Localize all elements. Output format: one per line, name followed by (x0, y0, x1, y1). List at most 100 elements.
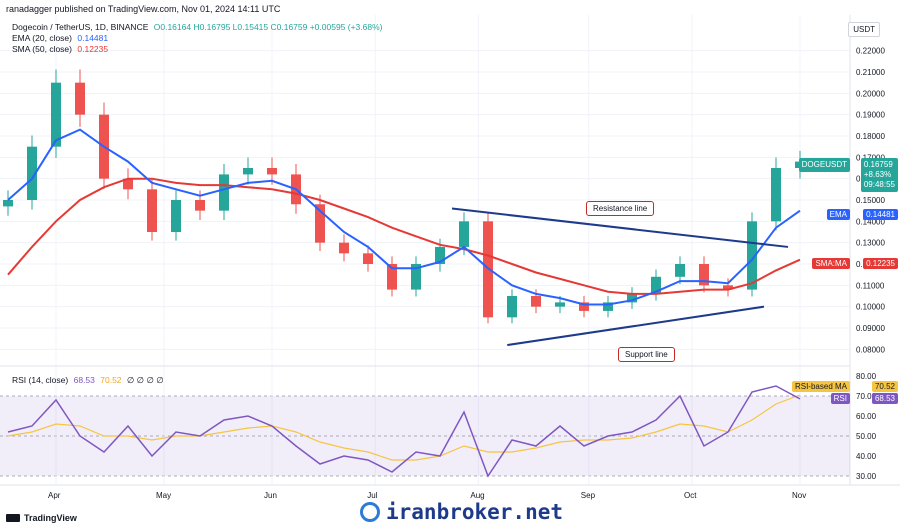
sma-legend-label: SMA (50, close) (12, 44, 72, 54)
rsi-tick-label: 40.00 (856, 452, 877, 461)
price-tick-label: 0.10000 (856, 303, 885, 312)
candle-body (75, 82, 85, 115)
candle-body (723, 285, 733, 290)
trendlines[interactable] (451, 207, 789, 347)
candle-body (675, 264, 685, 277)
price-tick-label: 0.08000 (856, 345, 885, 354)
rsi-tick-label: 60.00 (856, 412, 877, 421)
rsi-tick-label: 80.00 (856, 372, 877, 381)
candle-body (51, 82, 61, 147)
rsi-tag: RSI (830, 393, 850, 404)
candle-body (459, 221, 469, 247)
time-tick-label: Jul (367, 491, 377, 500)
price-tag-countdown: 09:48:55 (863, 180, 895, 189)
support-line (507, 305, 765, 347)
candle-body (147, 189, 157, 232)
candle-body (123, 178, 133, 190)
ema-tag-value: 0.14481 (863, 209, 898, 220)
candle-body (315, 204, 325, 243)
price-tick-label: 0.14000 (856, 217, 885, 226)
candle-body (195, 200, 205, 211)
tradingview-logo[interactable]: TradingView (6, 513, 77, 523)
resistance-line-label[interactable]: Resistance line (586, 201, 655, 216)
candle-body (627, 293, 637, 303)
watermark-text: iranbroker.net (386, 500, 564, 524)
rsi-band (0, 396, 850, 476)
symbol-legend[interactable]: Dogecoin / TetherUS, 1D, BINANCE O0.1616… (12, 22, 383, 32)
candle-body (3, 200, 13, 207)
current-price-box: 0.16759 +8.63% 09:48:55 (860, 158, 898, 192)
candle-body (771, 168, 781, 222)
rsi-line (7, 385, 801, 478)
rsi-ma-line (7, 394, 801, 461)
price-tag-change: +8.63% (863, 170, 892, 179)
support-line-label[interactable]: Support line (618, 347, 675, 362)
current-price-tag: DOGEUSDT (798, 158, 850, 172)
candle-body (747, 221, 757, 290)
watermark: iranbroker.net (360, 500, 563, 524)
candle-body (699, 264, 709, 286)
price-tick-label: 0.18000 (856, 132, 885, 141)
rsi-legend[interactable]: RSI (14, close) 68.53 70.52 ∅ ∅ ∅ ∅ (12, 375, 164, 386)
candle-body (531, 296, 541, 307)
sma-legend[interactable]: SMA (50, close) 0.12235 (12, 44, 108, 54)
sma-legend-value: 0.12235 (77, 44, 109, 54)
candle-body (603, 302, 613, 311)
sma-line (7, 177, 801, 295)
price-tick-label: 0.17000 (856, 153, 885, 162)
tradingview-logo-icon (6, 514, 20, 522)
candle-body (267, 168, 277, 175)
symbol-title: Dogecoin / TetherUS, 1D, BINANCE (12, 22, 149, 32)
price-axis[interactable]: 0.22000 0.21000 0.20000 0.19000 0.18000 0.170… (856, 47, 885, 355)
price-tick-label: 0.09000 (856, 324, 885, 333)
candle-body (579, 302, 589, 311)
time-tick-label: Oct (684, 491, 697, 500)
price-tick-label: 0.13000 (856, 239, 885, 248)
time-tick-label: Nov (792, 491, 806, 500)
price-tick-label: 0.21000 (856, 68, 885, 77)
time-axis[interactable]: Apr May Jun Jul Aug Sep Oct Nov (48, 491, 806, 500)
time-tick-label: May (156, 491, 171, 500)
price-tag-symbol: DOGEUSDT (801, 160, 847, 169)
ema-legend[interactable]: EMA (20, close) 0.14481 (12, 33, 108, 43)
ema-line (7, 128, 801, 306)
rsi-axis[interactable]: 80.00 70.00 60.00 50.00 40.00 30.00 (856, 372, 877, 481)
candle-body (555, 302, 565, 307)
candle-body (363, 253, 373, 264)
sma-tag: SMA:MA (812, 258, 850, 269)
price-tick-label: 0.22000 (856, 47, 885, 56)
rsi-ma-legend-value: 70.52 (100, 375, 122, 385)
rsi-tag-value: 68.53 (871, 393, 898, 404)
time-tick-label: Apr (48, 491, 61, 500)
rsi-tick-label: 30.00 (856, 472, 877, 481)
tradingview-logo-text: TradingView (24, 513, 77, 523)
candle-body (411, 264, 421, 290)
ohlc-values: O0.16164 H0.16795 L0.15415 C0.16759 +0.0… (153, 22, 383, 32)
candle-body (27, 146, 37, 200)
ema-tag: EMA (826, 209, 850, 220)
candle-body (507, 296, 517, 318)
time-tick-label: Jun (264, 491, 277, 500)
candle-body (651, 276, 661, 294)
time-tick-label: Aug (470, 491, 484, 500)
rsi-legend-value: 68.53 (73, 375, 95, 385)
publish-info: ranadagger published on TradingView.com,… (6, 4, 281, 14)
price-tick-label: 0.11000 (856, 281, 885, 290)
rsi-tick-label: 50.00 (856, 432, 877, 441)
rsi-legend-extra: ∅ ∅ ∅ ∅ (126, 375, 164, 385)
resistance-line (451, 207, 789, 248)
rsi-tick-label: 70.00 (856, 392, 877, 401)
candle-body (171, 200, 181, 232)
price-tick-label: 0.20000 (856, 89, 885, 98)
ema-legend-value: 0.14481 (77, 33, 109, 43)
currency-selector[interactable]: USDT (848, 22, 880, 37)
candle-body (339, 242, 349, 254)
rsi-ma-tag: RSI-based MA (791, 381, 850, 392)
rsi-legend-label: RSI (14, close) (12, 375, 69, 385)
candle-body (219, 174, 229, 211)
watermark-icon (360, 502, 380, 522)
sma-tag-value: 0.12235 (863, 258, 898, 269)
price-tag-price: 0.16759 (863, 160, 893, 169)
rsi-ma-tag-value: 70.52 (871, 381, 898, 392)
